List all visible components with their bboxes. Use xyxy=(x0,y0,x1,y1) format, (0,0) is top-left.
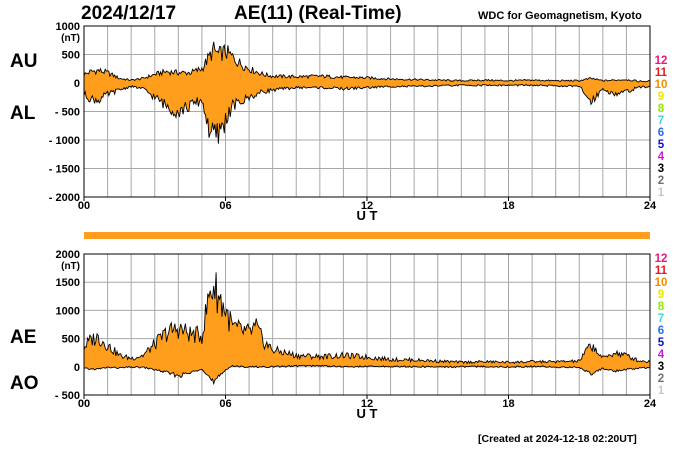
legend-item: 1 xyxy=(657,385,665,397)
y-tick-label: 1000 xyxy=(56,305,80,317)
al-label: AL xyxy=(10,103,36,124)
x-tick-label: 24 xyxy=(644,200,657,212)
legend-item: 2 xyxy=(657,175,665,187)
date-label: 2024/12/17 xyxy=(81,3,177,24)
y-tick-label: - 500 xyxy=(55,107,80,119)
legend-item: 6 xyxy=(657,325,665,337)
y-tick-label: - 1000 xyxy=(49,135,80,147)
y-tick-label: 0 xyxy=(74,362,80,374)
legend-item: 6 xyxy=(657,127,665,139)
x-tick-label: 12 xyxy=(361,200,373,212)
station-legend-top: 12 11 10 9 8 7 6 5 4 3 2 1 xyxy=(651,55,671,199)
chart-title: AE(11) (Real-Time) xyxy=(234,3,402,24)
x-tick-label: 12 xyxy=(361,398,373,410)
series-band-fill xyxy=(84,41,650,144)
y-tick-label: 1000 xyxy=(56,21,80,33)
legend-item: 7 xyxy=(657,313,665,325)
legend-item: 10 xyxy=(654,277,668,289)
series-line-ao xyxy=(84,364,651,386)
legend-item: 10 xyxy=(654,79,668,91)
y-unit-label: (nT) xyxy=(61,261,80,272)
data-availability-bar xyxy=(84,232,650,239)
legend-item: 12 xyxy=(654,55,668,67)
legend-item: 3 xyxy=(657,163,665,175)
y-tick-label: 1500 xyxy=(56,277,80,289)
legend-item: 1 xyxy=(657,187,665,199)
x-axis-label: U T xyxy=(357,406,378,421)
y-tick-label: - 500 xyxy=(55,390,80,402)
series-band-fill xyxy=(84,272,650,384)
legend-item: 8 xyxy=(657,301,665,313)
created-timestamp: [Created at 2024-12-18 02:20UT] xyxy=(478,433,637,445)
legend-item: 7 xyxy=(657,115,665,127)
series-line-ae xyxy=(83,272,651,365)
legend-item: 4 xyxy=(657,349,665,361)
x-tick-label: 24 xyxy=(644,398,657,410)
y-tick-label: 500 xyxy=(62,334,80,346)
x-tick-label: 18 xyxy=(502,200,514,212)
source-label: WDC for Geomagnetism, Kyoto xyxy=(478,10,642,22)
legend-item: 9 xyxy=(657,91,665,103)
ae-label: AE xyxy=(10,327,37,348)
legend-item: 4 xyxy=(657,151,665,163)
x-tick-label: 18 xyxy=(502,398,514,410)
legend-item: 11 xyxy=(654,67,668,79)
x-tick-label: 00 xyxy=(78,398,90,410)
x-tick-label: 00 xyxy=(78,200,90,212)
series-line-au xyxy=(83,41,651,83)
y-tick-label: 2000 xyxy=(56,249,80,261)
legend-item: 5 xyxy=(657,139,665,151)
x-axis-label: U T xyxy=(357,208,378,223)
y-unit-label: (nT) xyxy=(61,33,80,44)
au-label: AU xyxy=(10,51,38,72)
x-tick-label: 06 xyxy=(219,200,231,212)
y-tick-label: - 1500 xyxy=(49,164,80,176)
legend-item: 9 xyxy=(657,289,665,301)
legend-item: 2 xyxy=(657,373,665,385)
au-al-panel: 1000 500 0 - 500 - 1000 - 1500 - 2000 (nT) 00 06 1… xyxy=(49,21,657,223)
ae-ao-panel: 2000 1500 1000 500 0 - 500 (nT) 00 06 12 18 24 U T xyxy=(55,249,657,421)
legend-item: 3 xyxy=(657,361,665,373)
series-line-al xyxy=(83,83,651,144)
x-tick-label: 06 xyxy=(219,398,231,410)
station-legend-bottom: 12 11 10 9 8 7 6 5 4 3 2 1 xyxy=(651,253,671,397)
legend-item: 12 xyxy=(654,253,668,265)
legend-item: 5 xyxy=(657,337,665,349)
y-tick-label: 500 xyxy=(62,50,80,62)
ao-label: AO xyxy=(10,373,39,394)
legend-item: 11 xyxy=(654,265,668,277)
legend-item: 8 xyxy=(657,103,665,115)
y-tick-label: - 2000 xyxy=(49,192,80,204)
y-tick-label: 0 xyxy=(74,78,80,90)
